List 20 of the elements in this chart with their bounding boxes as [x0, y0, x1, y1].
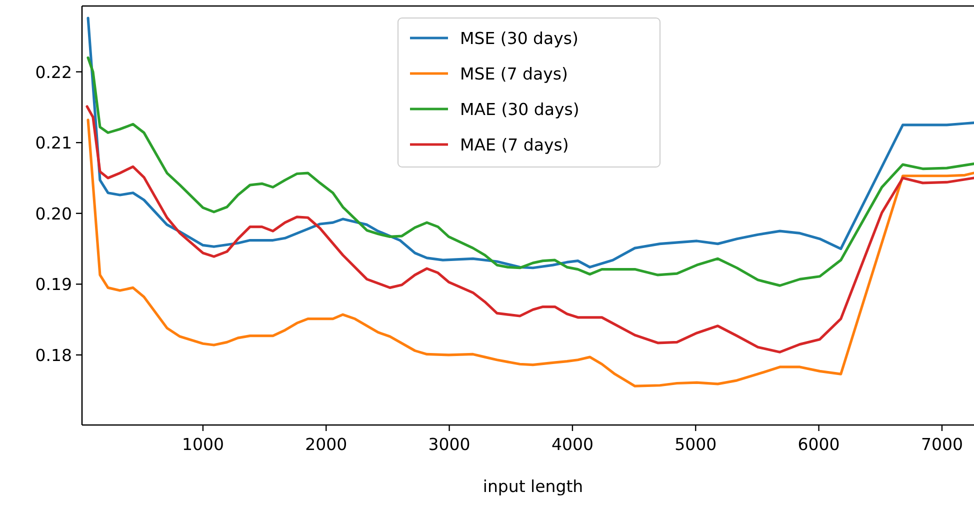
- legend-label: MAE (7 days): [460, 136, 569, 154]
- y-tick-label: 0.22: [35, 62, 72, 82]
- line-series: [86, 56, 974, 287]
- x-tick-label: 2000: [305, 435, 348, 454]
- x-tick-label: 1000: [182, 435, 224, 454]
- x-tick-label: 6000: [798, 435, 840, 454]
- legend-label: MSE (30 days): [460, 29, 578, 48]
- y-tick-label: 0.18: [35, 346, 72, 365]
- legend-label: MAE (30 days): [460, 100, 580, 119]
- x-tick-label: 4000: [551, 435, 594, 454]
- y-tick-label: 0.21: [35, 134, 72, 153]
- line-series: [86, 16, 974, 270]
- x-tick-label: 7000: [920, 435, 963, 454]
- x-axis-title: input length: [482, 477, 584, 496]
- y-tick-label: 0.20: [35, 204, 72, 224]
- legend-label: MSE (7 days): [460, 64, 568, 84]
- x-tick-label: 3000: [428, 435, 470, 454]
- line-series: [86, 118, 974, 388]
- x-tick-label: 5000: [674, 435, 717, 454]
- y-tick-label: 0.19: [35, 275, 72, 294]
